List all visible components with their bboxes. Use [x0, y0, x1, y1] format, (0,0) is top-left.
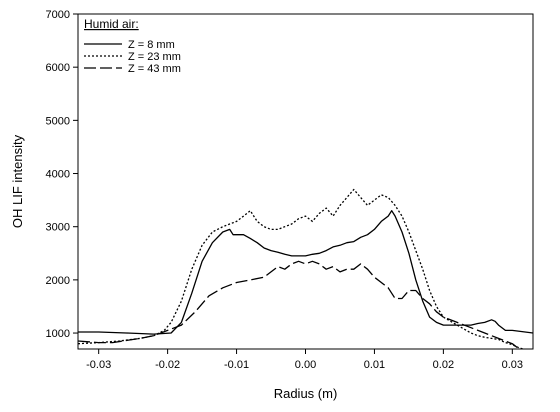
x-tick-label: 0.01: [364, 359, 385, 371]
x-tick-label: 0.00: [295, 359, 316, 371]
legend-title: Humid air:: [84, 17, 139, 31]
series-line-3: [78, 260, 520, 349]
series-lines: [78, 188, 533, 349]
legend-label-1: Z = 8 mm: [128, 39, 175, 51]
x-axis-label: Radius (m): [274, 386, 338, 401]
x-tick-label: 0.02: [433, 359, 454, 371]
y-tick-label: 6000: [46, 62, 70, 74]
legend-label-3: Z = 43 mm: [128, 63, 181, 75]
x-tick-label: -0.03: [86, 359, 111, 371]
x-tick-label: 0.03: [502, 359, 523, 371]
y-tick-label: 4000: [46, 169, 70, 181]
x-tick-label: -0.02: [155, 359, 180, 371]
y-tick-label: 3000: [46, 222, 70, 234]
y-axis-label: OH LIF intensity: [10, 134, 25, 228]
legend: Humid air: Z = 8 mmZ = 23 mmZ = 43 mm: [84, 17, 181, 75]
legend-label-2: Z = 23 mm: [128, 51, 181, 63]
series-line-1: [78, 210, 533, 335]
axes: -0.03 -0.02 -0.01 0.00 0.01 0.02 0.03 1000 2000 3…: [46, 9, 524, 371]
series-line-2: [78, 188, 526, 349]
y-tick-label: 1000: [46, 328, 70, 340]
y-tick-label: 7000: [46, 9, 70, 21]
x-tick-label: -0.01: [224, 359, 249, 371]
y-tick-label: 2000: [46, 275, 70, 287]
y-tick-label: 5000: [46, 115, 70, 127]
